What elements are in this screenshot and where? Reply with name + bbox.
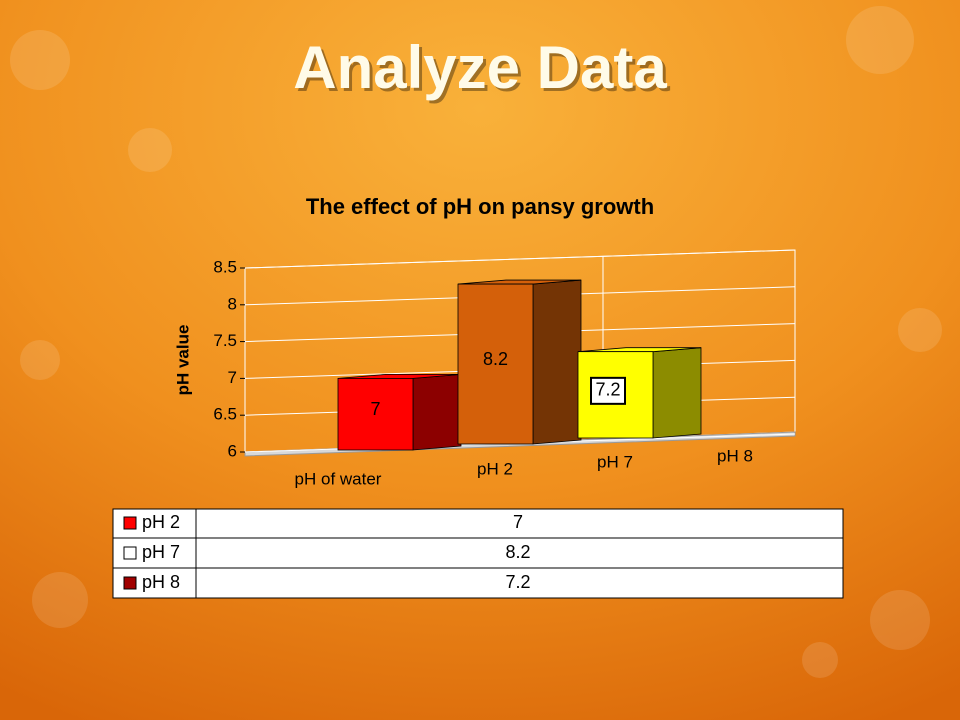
data-label-box xyxy=(590,376,626,405)
x-tick-label: pH of water xyxy=(295,469,382,488)
bar xyxy=(457,283,534,445)
bar-side-shade xyxy=(413,374,461,450)
y-tick-label: 7 xyxy=(228,368,237,387)
data-label: 7.2 xyxy=(595,380,620,400)
data-label: 8.2 xyxy=(483,349,508,369)
y-tick-label: 7.5 xyxy=(213,331,237,350)
chart-title: The effect of pH on pansy growth xyxy=(306,194,654,219)
x-tick-label: pH 8 xyxy=(717,446,753,465)
y-axis-label: pH value xyxy=(173,325,192,396)
y-tick-label: 8.5 xyxy=(213,257,237,276)
legend-swatch xyxy=(123,546,137,560)
flower-pattern xyxy=(10,6,942,678)
y-tick-label: 6.5 xyxy=(213,405,237,424)
legend-label: pH 7 xyxy=(142,542,180,562)
grid-line xyxy=(244,249,796,269)
legend-swatch xyxy=(123,516,137,530)
bar-side-shade xyxy=(533,280,581,444)
slide-title-shadow: Analyze Data xyxy=(296,37,670,104)
legend-label: pH 8 xyxy=(142,572,180,592)
y-tick-label: 8 xyxy=(228,294,237,313)
bar-side-shade xyxy=(653,347,701,438)
table-value: 7.2 xyxy=(505,572,530,592)
x-tick-label: pH 7 xyxy=(597,452,633,471)
y-tick-label: 6 xyxy=(228,441,237,460)
table-value: 8.2 xyxy=(505,542,530,562)
bar xyxy=(337,377,414,451)
legend-swatch xyxy=(123,576,137,590)
table-value: 7 xyxy=(513,512,523,532)
legend-label: pH 2 xyxy=(142,512,180,532)
x-tick-label: pH 2 xyxy=(477,459,513,478)
data-label: 7 xyxy=(370,399,380,419)
data-table xyxy=(112,508,844,599)
slide-title: Analyze Data xyxy=(293,34,667,101)
